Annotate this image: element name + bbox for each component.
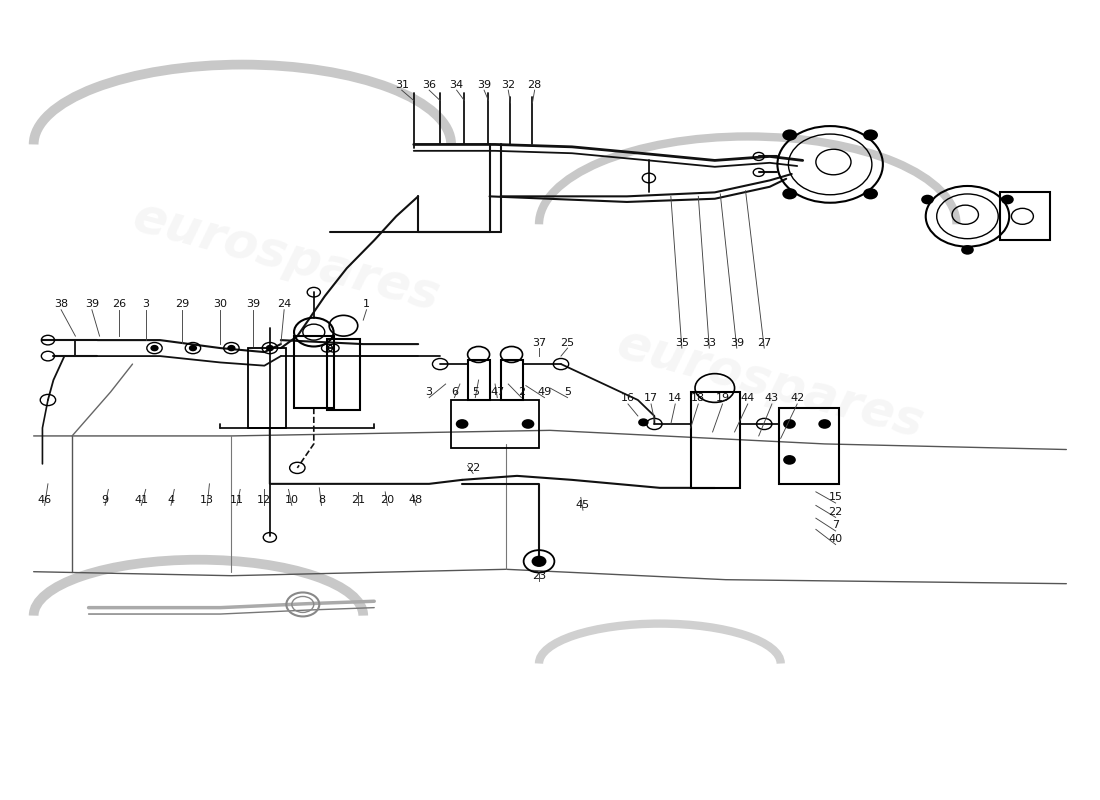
Circle shape [864, 189, 877, 198]
Text: 21: 21 [351, 495, 365, 505]
Text: 16: 16 [621, 394, 635, 403]
Text: 39: 39 [85, 299, 99, 309]
Circle shape [784, 420, 795, 428]
Bar [500, 360, 522, 400]
Text: 31: 31 [395, 79, 409, 90]
Text: 38: 38 [54, 299, 68, 309]
Text: eurospares: eurospares [610, 320, 928, 448]
Text: 36: 36 [422, 79, 437, 90]
Circle shape [456, 420, 468, 428]
Bar [1000, 192, 1049, 240]
Text: 39: 39 [246, 299, 261, 309]
Text: 33: 33 [702, 338, 716, 347]
Text: 35: 35 [674, 338, 689, 347]
Text: 10: 10 [285, 495, 299, 505]
Text: 40: 40 [828, 534, 843, 544]
Circle shape [228, 346, 234, 350]
Text: 1: 1 [363, 299, 370, 309]
Text: 11: 11 [230, 495, 244, 505]
Text: 26: 26 [112, 299, 126, 309]
Text: 41: 41 [134, 495, 148, 505]
Circle shape [922, 195, 933, 203]
Text: 8: 8 [318, 495, 326, 505]
Text: 29: 29 [175, 299, 189, 309]
Text: 17: 17 [644, 394, 658, 403]
Text: 3: 3 [142, 299, 150, 309]
Text: 22: 22 [466, 463, 481, 473]
Text: 19: 19 [715, 394, 729, 403]
Text: 42: 42 [790, 394, 804, 403]
Text: 6: 6 [451, 387, 458, 397]
Bar [691, 392, 740, 488]
Bar [779, 408, 839, 484]
Text: 32: 32 [502, 79, 515, 90]
Text: 2: 2 [518, 387, 525, 397]
Circle shape [820, 420, 830, 428]
Text: eurospares: eurospares [128, 192, 446, 320]
Text: 9: 9 [101, 495, 109, 505]
Text: 5: 5 [472, 387, 478, 397]
Bar [468, 360, 490, 400]
Circle shape [189, 346, 196, 350]
Text: 39: 39 [729, 338, 744, 347]
Text: 48: 48 [409, 495, 424, 505]
Text: 13: 13 [200, 495, 214, 505]
Text: 34: 34 [450, 79, 464, 90]
Text: 49: 49 [538, 387, 551, 397]
Bar [327, 338, 360, 410]
Circle shape [639, 419, 648, 426]
Text: 28: 28 [528, 79, 541, 90]
Text: 4: 4 [167, 495, 175, 505]
Text: 47: 47 [491, 387, 505, 397]
Text: 43: 43 [764, 394, 779, 403]
Text: 22: 22 [828, 507, 843, 517]
Text: 27: 27 [757, 338, 771, 347]
Circle shape [784, 456, 795, 464]
Circle shape [532, 557, 546, 566]
Circle shape [783, 189, 796, 198]
Text: 44: 44 [740, 394, 755, 403]
Text: 30: 30 [213, 299, 228, 309]
Circle shape [1002, 195, 1013, 203]
Circle shape [962, 246, 974, 254]
Text: 24: 24 [277, 299, 292, 309]
Circle shape [864, 130, 877, 140]
Text: 7: 7 [832, 520, 839, 530]
Text: 20: 20 [381, 495, 395, 505]
Bar [451, 400, 539, 448]
Text: 39: 39 [477, 79, 491, 90]
Text: 5: 5 [564, 387, 571, 397]
Bar [294, 336, 333, 408]
Text: 37: 37 [532, 338, 546, 347]
Text: 46: 46 [37, 495, 52, 505]
Circle shape [266, 346, 273, 350]
Text: 3: 3 [426, 387, 432, 397]
Text: 18: 18 [691, 394, 705, 403]
Text: 14: 14 [668, 394, 682, 403]
Text: 45: 45 [576, 501, 590, 510]
Circle shape [522, 420, 534, 428]
Circle shape [783, 130, 796, 140]
Bar [248, 348, 286, 428]
Text: 15: 15 [828, 493, 843, 502]
Text: 12: 12 [257, 495, 272, 505]
Text: 23: 23 [532, 570, 546, 581]
Circle shape [151, 346, 157, 350]
Text: 25: 25 [561, 338, 574, 347]
